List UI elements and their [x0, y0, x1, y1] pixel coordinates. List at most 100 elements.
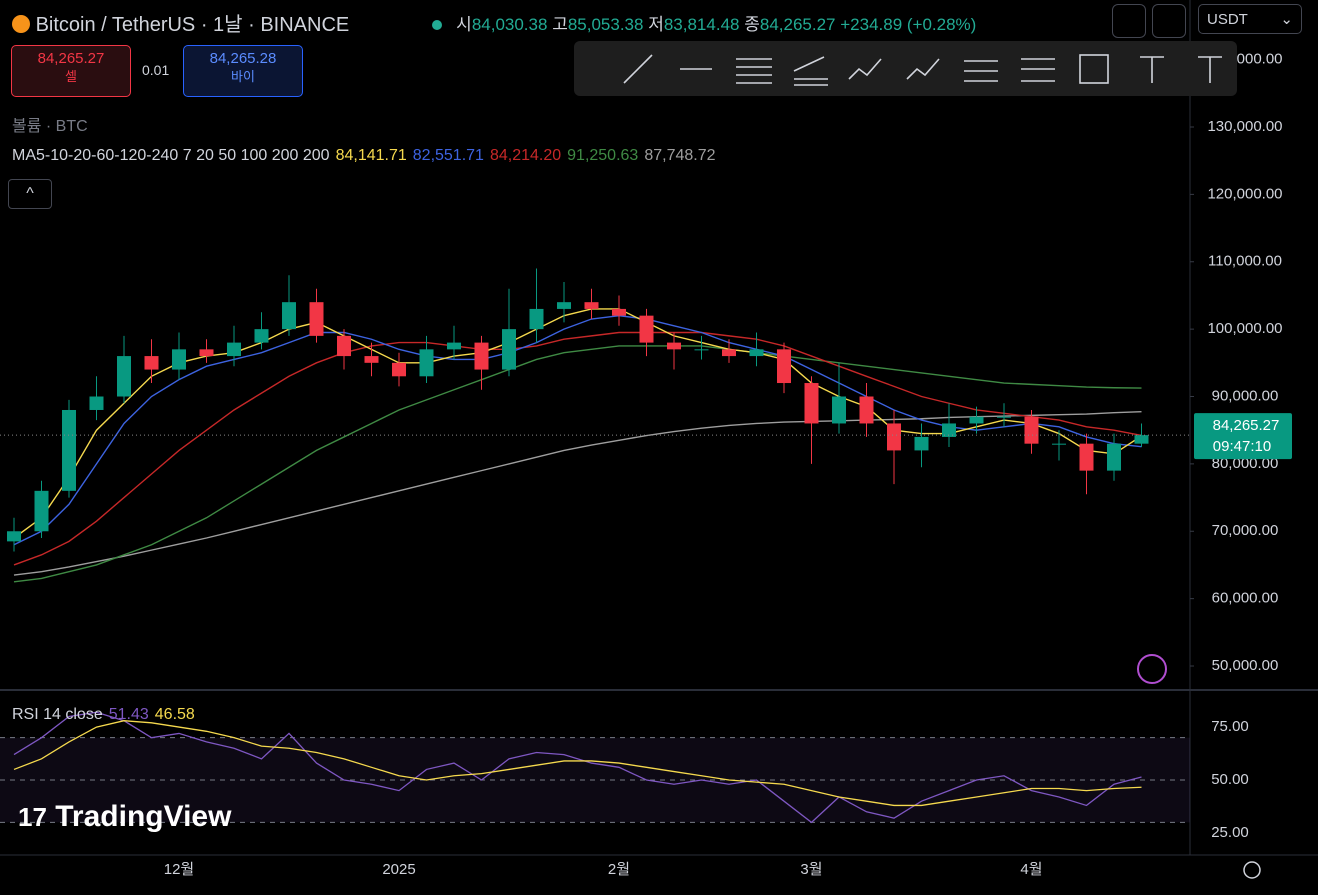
candle-body	[144, 356, 159, 370]
candle-body	[254, 329, 269, 343]
candle-body	[1079, 443, 1094, 471]
candle-body	[364, 356, 379, 363]
legend-value: 46.58	[154, 706, 195, 723]
ohlc: 시84,030.38 고85,053.38 저83,814.48 종84,265…	[432, 10, 976, 35]
candle-body	[419, 349, 434, 377]
candle-body	[667, 342, 681, 350]
series-line	[13, 711, 1142, 824]
fib-icon[interactable]	[964, 60, 998, 82]
sell-price: 84,265.27	[37, 50, 105, 67]
y-tick-label: 75.00	[1211, 718, 1249, 735]
legend-value: 87,748.72	[644, 147, 716, 164]
legend-value: 51.43	[108, 706, 149, 723]
candle-body	[447, 342, 461, 350]
series-line	[13, 410, 1142, 576]
candle-body	[777, 349, 791, 384]
spread: 0.01	[142, 62, 170, 78]
brand: TradingView	[55, 800, 232, 833]
label: 시	[456, 15, 472, 34]
candle-body	[89, 396, 104, 410]
candle-body	[1107, 443, 1121, 471]
candle-body	[722, 349, 736, 357]
x-tick-label: 2025	[382, 861, 415, 878]
x-tick-label: 3월	[800, 861, 822, 878]
anchor-text-icon[interactable]	[1198, 56, 1222, 83]
rsi-label: RSI 14 close	[12, 706, 103, 723]
collapse-button[interactable]: ^	[8, 179, 52, 209]
title: Bitcoin / TetherUS · 1날 · BINANCE	[35, 14, 350, 36]
candle-body	[887, 423, 901, 451]
candle-body	[502, 329, 516, 370]
value: 84,030.38	[471, 15, 548, 34]
value: 85,053.38	[567, 15, 644, 34]
legend-value: 91,250.63	[567, 147, 639, 164]
candle-body	[832, 396, 846, 424]
candle-body	[172, 349, 186, 370]
candle-body	[1052, 443, 1066, 445]
legend-value: 82,551.71	[412, 147, 484, 164]
pattern2-icon[interactable]	[906, 58, 940, 80]
candle-body	[227, 342, 241, 357]
candle-body	[309, 302, 324, 336]
buy-button[interactable]: 84,265.28 바이	[183, 45, 303, 97]
candle-body	[612, 308, 626, 316]
sell-label: 셀	[65, 69, 77, 84]
ma-label: MA5-10-20-60-120-240 7 20 50 100 200 200	[12, 147, 330, 164]
download-button[interactable]	[1112, 4, 1146, 38]
y-tick-label: 50.00	[1211, 771, 1249, 788]
replay-button[interactable]	[1152, 4, 1186, 38]
candle-body	[997, 416, 1011, 418]
settings-icon	[1243, 861, 1261, 879]
text-icon[interactable]	[1140, 56, 1164, 83]
rect-icon[interactable]	[1079, 54, 1109, 84]
volume-label: 볼륨 · BTC	[12, 118, 88, 135]
candle-body	[639, 315, 654, 343]
candle-body	[1134, 435, 1149, 444]
candle-body	[474, 342, 489, 370]
candle-body	[942, 423, 956, 437]
candle-body	[749, 349, 764, 357]
sell-button[interactable]: 84,265.27 셀	[11, 45, 131, 97]
y-tick-label: 90,000.00	[1212, 387, 1279, 404]
y-tick-label: 60,000.00	[1212, 590, 1279, 607]
fib2-icon[interactable]	[1021, 58, 1055, 82]
status-dot	[432, 20, 442, 30]
candle-body	[584, 302, 599, 309]
ma-legend: MA5-10-20-60-120-240 7 20 50 100 200 200…	[12, 147, 716, 165]
candle-body	[969, 416, 984, 424]
series-line	[13, 720, 1142, 807]
price-label-box	[1194, 413, 1292, 460]
trendline-icon[interactable]	[623, 54, 653, 84]
countdown: 09:47:10	[1213, 438, 1271, 455]
y-tick-label: 100,000.00	[1207, 320, 1282, 337]
x-tick-label: 4월	[1020, 861, 1042, 878]
channel-icon[interactable]	[736, 58, 772, 84]
candle-body	[117, 356, 131, 397]
candle-body	[859, 396, 874, 424]
pattern-icon[interactable]	[848, 58, 882, 80]
y-tick-label: 70,000.00	[1212, 522, 1279, 539]
change: +234.89 (+0.28%)	[840, 15, 977, 34]
candle-body	[1024, 416, 1039, 444]
brand-logo: 17 TradingView	[18, 800, 232, 833]
toolbar-icons	[623, 54, 1222, 86]
candle-body	[7, 531, 21, 542]
buy-label: 바이	[231, 69, 255, 84]
value: 84,265.27	[759, 15, 836, 34]
candle-body	[694, 349, 709, 351]
candle-body	[62, 409, 76, 491]
pitchfork-icon[interactable]	[793, 56, 828, 86]
x-tick-label: 2월	[608, 861, 630, 878]
candle-body	[804, 383, 819, 424]
series-line	[13, 345, 1142, 583]
candle-body	[199, 349, 214, 357]
label: 저	[648, 15, 664, 34]
currency: USDT	[1207, 11, 1248, 28]
y-tick-label: 130,000.00	[1207, 118, 1282, 135]
legend-value: 84,214.20	[489, 147, 562, 164]
alert-icon	[1137, 654, 1167, 684]
currency-select[interactable]: USDT ⌄	[1198, 4, 1302, 34]
